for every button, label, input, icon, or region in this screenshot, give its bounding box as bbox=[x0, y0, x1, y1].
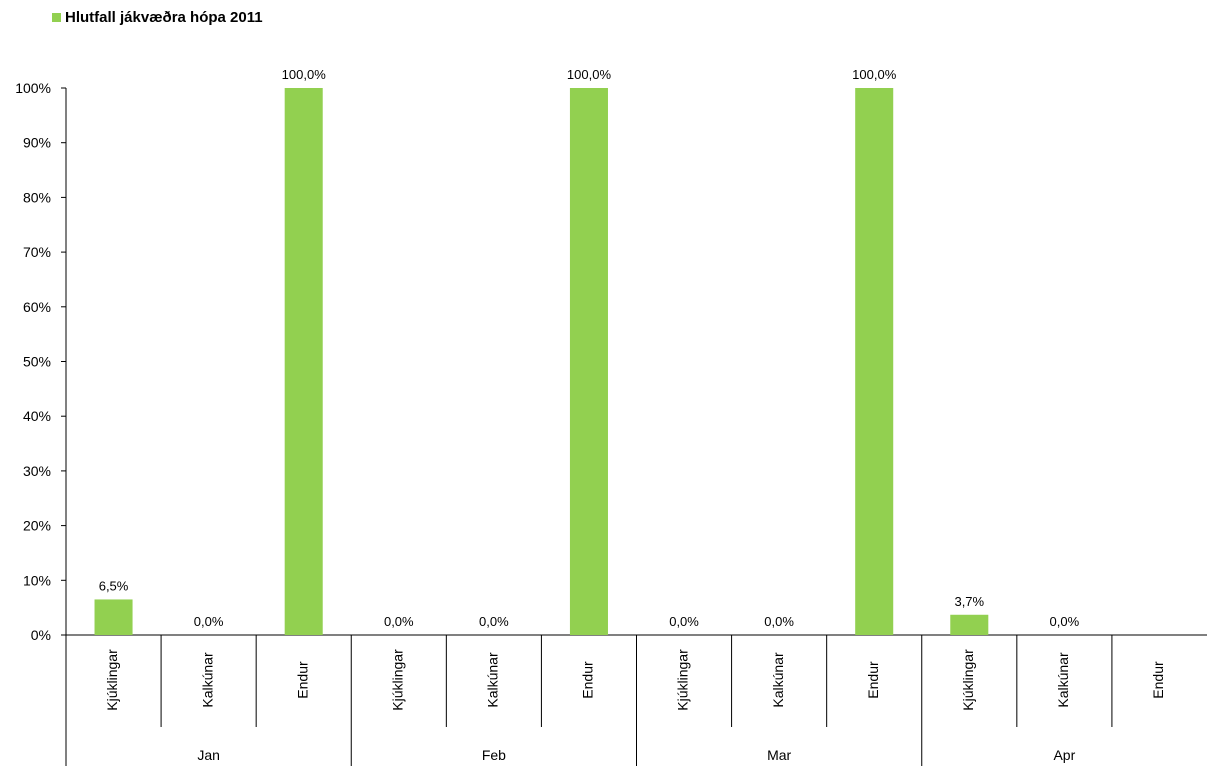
group-label: Mar bbox=[767, 747, 791, 763]
group-label: Apr bbox=[1053, 747, 1075, 763]
category-label: Kjúklingar bbox=[104, 649, 120, 711]
y-tick-label: 30% bbox=[23, 463, 51, 479]
data-label: 0,0% bbox=[194, 614, 224, 629]
category-label: Kalkúnar bbox=[199, 652, 215, 708]
data-label: 0,0% bbox=[384, 614, 414, 629]
category-label: Kalkúnar bbox=[485, 652, 501, 708]
data-label: 0,0% bbox=[1050, 614, 1080, 629]
category-label: Endur bbox=[294, 661, 310, 699]
data-label: 0,0% bbox=[669, 614, 699, 629]
category-label: Kjúklingar bbox=[675, 649, 691, 711]
category-label: Endur bbox=[865, 661, 881, 699]
bar bbox=[94, 599, 133, 635]
category-label: Kjúklingar bbox=[960, 649, 976, 711]
category-label: Kjúklingar bbox=[389, 649, 405, 711]
data-label: 100,0% bbox=[852, 67, 897, 82]
y-tick-label: 50% bbox=[23, 354, 51, 370]
y-tick-label: 80% bbox=[23, 189, 51, 205]
category-label: Endur bbox=[1150, 661, 1166, 699]
bar bbox=[284, 88, 323, 635]
y-tick-label: 100% bbox=[15, 80, 51, 96]
category-label: Kalkúnar bbox=[770, 652, 786, 708]
category-label: Endur bbox=[580, 661, 596, 699]
group-label: Jan bbox=[197, 747, 220, 763]
data-label: 3,7% bbox=[954, 594, 984, 609]
data-label: 0,0% bbox=[764, 614, 794, 629]
data-label: 0,0% bbox=[479, 614, 509, 629]
group-label: Feb bbox=[482, 747, 506, 763]
legend-swatch bbox=[52, 13, 61, 22]
legend-label: Hlutfall jákvæðra hópa 2011 bbox=[65, 9, 263, 26]
data-label: 6,5% bbox=[99, 578, 129, 593]
bar bbox=[569, 88, 608, 635]
y-tick-label: 40% bbox=[23, 408, 51, 424]
legend: Hlutfall jákvæðra hópa 2011 bbox=[52, 9, 263, 26]
y-tick-label: 20% bbox=[23, 518, 51, 534]
category-label: Kalkúnar bbox=[1055, 652, 1071, 708]
bar bbox=[950, 614, 989, 635]
y-tick-label: 90% bbox=[23, 135, 51, 151]
y-tick-label: 70% bbox=[23, 244, 51, 260]
bar bbox=[855, 88, 894, 635]
data-label: 100,0% bbox=[282, 67, 327, 82]
y-tick-label: 10% bbox=[23, 572, 51, 588]
y-tick-label: 0% bbox=[31, 627, 51, 643]
y-tick-label: 60% bbox=[23, 299, 51, 315]
data-label: 100,0% bbox=[567, 67, 612, 82]
